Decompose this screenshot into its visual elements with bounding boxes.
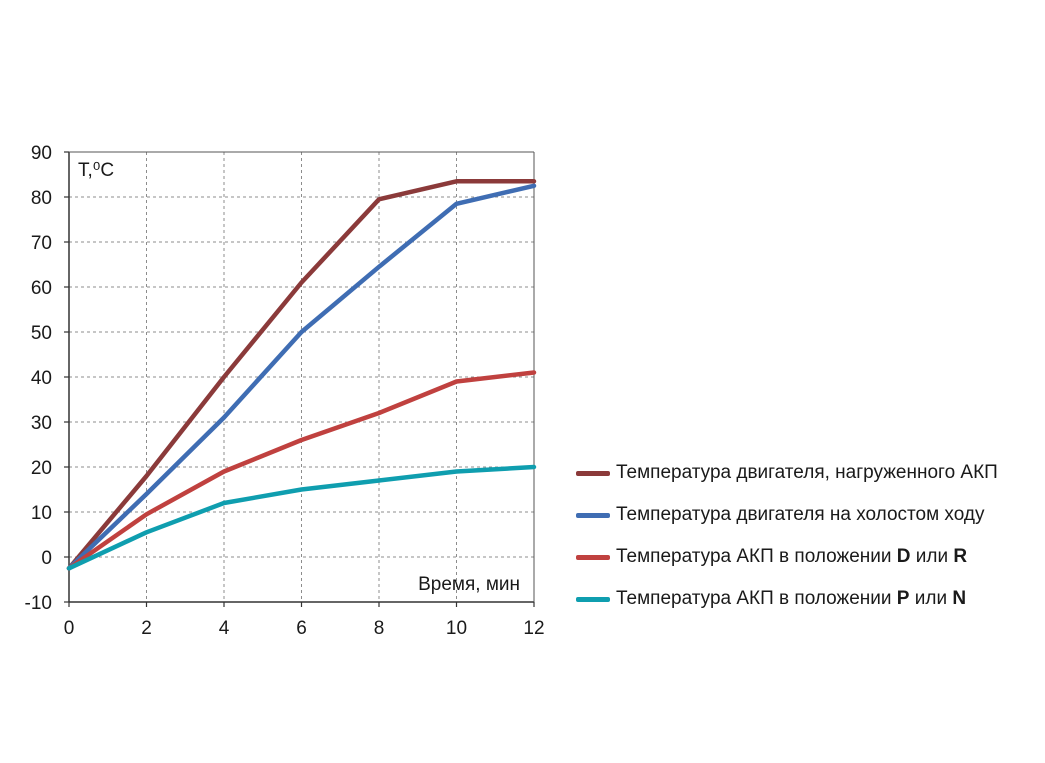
series-line-4 (66, 464, 537, 571)
series-line-3 (66, 370, 537, 571)
x-axis-label: Время, мин (418, 574, 520, 595)
y-tick-label: 40 (31, 368, 52, 389)
legend-label: Температура АКП в положении D или R (616, 546, 968, 567)
x-tick-labels: 0 2 4 6 8 10 12 (64, 618, 545, 639)
y-tick-label: 10 (31, 503, 52, 524)
legend-swatch (576, 596, 610, 602)
legend-item-gearbox-d-r: Температура АКП в положении D или R (576, 536, 1036, 578)
x-tick-label: 0 (64, 618, 75, 639)
y-tick-labels: -10 0 10 20 30 40 50 60 70 80 90 (25, 143, 52, 614)
y-tick-label: 30 (31, 413, 52, 434)
x-tick-label: 2 (141, 618, 152, 639)
y-tick-label: 20 (31, 458, 52, 479)
y-tick-label: -10 (25, 593, 52, 614)
grid-lines (69, 152, 534, 602)
y-tick-label: 90 (31, 143, 52, 164)
x-tick-label: 4 (219, 618, 230, 639)
legend: Температура двигателя, нагруженного АКП … (576, 452, 1036, 620)
legend-swatch (576, 470, 610, 476)
legend-item-engine-idle: Температура двигателя на холостом ходу (576, 494, 1036, 536)
legend-item-gearbox-p-n: Температура АКП в положении P или N (576, 578, 1036, 620)
legend-item-engine-loaded: Температура двигателя, нагруженного АКП (576, 452, 1036, 494)
series-line-1 (66, 179, 537, 571)
y-tick-label: 60 (31, 278, 52, 299)
series-lines (66, 179, 537, 571)
x-tick-label: 8 (374, 618, 385, 639)
x-tick-label: 12 (523, 618, 544, 639)
legend-swatch (576, 512, 610, 518)
legend-label: Температура АКП в положении P или N (616, 588, 967, 609)
y-axis-label: T,⁰С (78, 160, 114, 181)
series-line-2 (66, 183, 537, 571)
x-tick-label: 6 (296, 618, 307, 639)
legend-label: Температура двигателя на холостом ходу (616, 504, 985, 525)
y-tick-label: 0 (41, 548, 52, 569)
y-tick-label: 50 (31, 323, 52, 344)
plot-frame (64, 151, 535, 607)
y-tick-label: 80 (31, 188, 52, 209)
legend-swatch (576, 554, 610, 560)
legend-label: Температура двигателя, нагруженного АКП (616, 462, 998, 483)
x-tick-label: 10 (446, 618, 467, 639)
y-tick-label: 70 (31, 233, 52, 254)
